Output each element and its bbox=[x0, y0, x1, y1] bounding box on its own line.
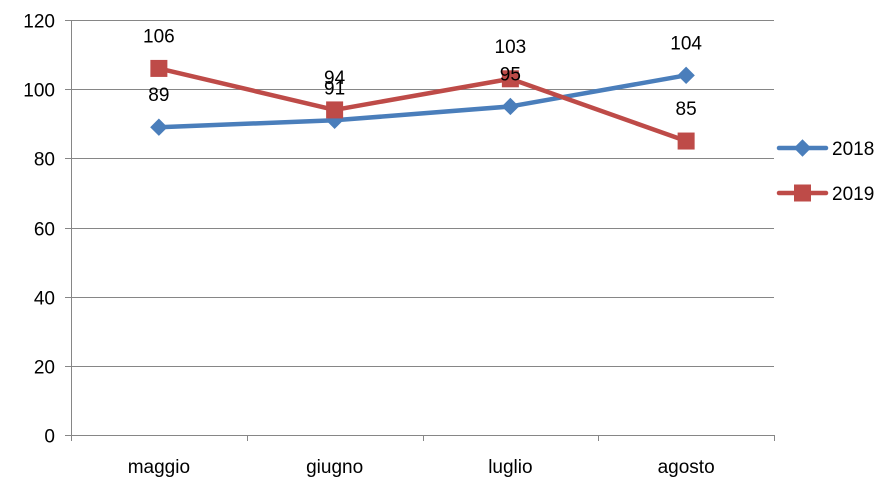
y-tick-label-60: 60 bbox=[34, 220, 55, 241]
series-line-2018 bbox=[156, 73, 689, 130]
data-label-2018-agosto: 104 bbox=[670, 33, 702, 54]
legend-marker-2018 bbox=[793, 139, 812, 157]
data-label-layer: 89 91 95 104 106 94 103 85 bbox=[143, 26, 702, 120]
data-point-2018-luglio bbox=[501, 97, 520, 116]
y-tick-label-20: 20 bbox=[34, 358, 55, 379]
legend-marker-2019 bbox=[794, 184, 811, 202]
data-point-2019-agosto bbox=[677, 132, 695, 150]
axis-layer: 0 20 40 60 80 100 120 maggio giugno luglio agosto bbox=[23, 12, 775, 478]
data-label-2018-maggio: 89 bbox=[148, 85, 169, 106]
data-point-2019-luglio bbox=[501, 70, 519, 88]
data-label-2019-giugno: 94 bbox=[324, 68, 346, 89]
x-tick-label-luglio: luglio bbox=[488, 457, 532, 478]
data-label-2019-luglio: 103 bbox=[495, 37, 527, 58]
y-tick-label-120: 120 bbox=[23, 12, 55, 33]
series-line-2019 bbox=[156, 66, 689, 144]
x-tick-label-agosto: agosto bbox=[658, 457, 715, 478]
y-tick-label-80: 80 bbox=[34, 150, 55, 171]
data-label-2019-agosto: 85 bbox=[676, 99, 697, 120]
y-tick-label-0: 0 bbox=[44, 427, 55, 448]
data-point-2018-agosto bbox=[677, 66, 695, 85]
data-point-2019-giugno bbox=[326, 101, 344, 119]
data-label-2018-luglio: 95 bbox=[500, 64, 521, 85]
data-label-2018-giugno: 91 bbox=[324, 78, 345, 99]
data-point-2018-maggio bbox=[150, 118, 168, 136]
data-label-2019-maggio: 106 bbox=[143, 26, 175, 47]
series-layer bbox=[150, 59, 695, 150]
y-tick-label-100: 100 bbox=[23, 81, 55, 102]
x-tick-label-maggio: maggio bbox=[128, 457, 190, 478]
data-point-2019-maggio bbox=[150, 59, 168, 77]
y-tick-label-40: 40 bbox=[34, 289, 55, 310]
x-tick-label-giugno: giugno bbox=[306, 457, 363, 478]
legend: 2018 2019 bbox=[776, 139, 874, 205]
grid-layer bbox=[71, 20, 774, 367]
legend-label-2018: 2018 bbox=[832, 139, 874, 160]
legend-label-2019: 2019 bbox=[832, 184, 874, 205]
